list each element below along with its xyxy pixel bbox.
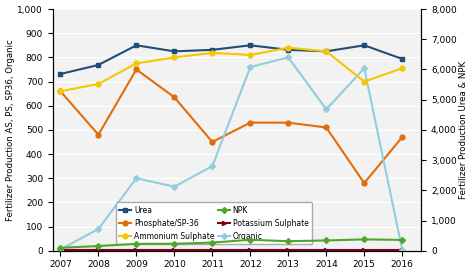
Legend: Urea, Phosphate/SP-36, Ammonium Sulphate, NPK, Potassium Sulphate, Organic: Urea, Phosphate/SP-36, Ammonium Sulphate… [116,202,312,244]
Y-axis label: Fertilizer Production Urea & NPK: Fertilizer Production Urea & NPK [459,61,468,199]
Y-axis label: Fertilizer Production AS, PS, SP36, Organic: Fertilizer Production AS, PS, SP36, Orga… [6,39,15,221]
